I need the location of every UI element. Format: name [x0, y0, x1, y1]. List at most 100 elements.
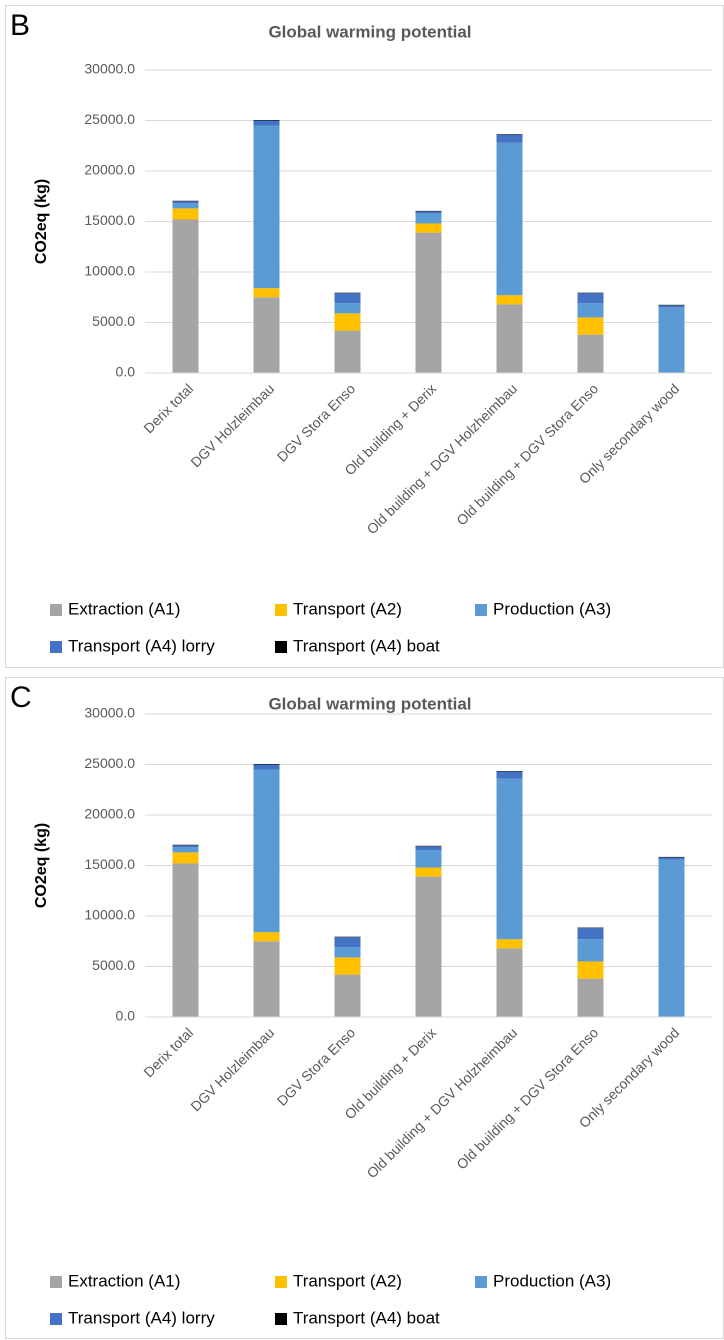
- bar-segment: [415, 846, 442, 851]
- legend-swatch: [275, 604, 287, 616]
- bar-segment: [334, 936, 361, 938]
- y-axis-label: CO2eq (kg): [33, 179, 50, 264]
- legend-swatch: [275, 641, 287, 653]
- bar-segment: [577, 317, 604, 335]
- y-tick-label: 15000.0: [84, 212, 135, 228]
- bar-segment: [577, 928, 604, 940]
- bar-segment: [334, 293, 361, 304]
- legend-swatch: [50, 604, 62, 616]
- bar-segment: [334, 330, 361, 373]
- bar-segment: [496, 778, 523, 940]
- x-tick-label: DGV Stora Enso: [274, 1024, 359, 1109]
- y-tick-label: 20000.0: [84, 806, 135, 822]
- x-tick-label: Derix total: [140, 380, 196, 436]
- bar-segment: [577, 927, 604, 929]
- bar-segment: [658, 307, 685, 373]
- bar-segment: [496, 295, 523, 305]
- y-tick-label: 25000.0: [84, 111, 135, 127]
- x-tick-label: Old building + DGV Stora Enso: [453, 1024, 601, 1172]
- legend-label: Transport (A4) boat: [293, 1308, 440, 1327]
- bar-segment: [496, 771, 523, 779]
- y-tick-label: 5000.0: [92, 957, 135, 973]
- bar-segment: [172, 200, 199, 202]
- bar-segment: [172, 845, 199, 848]
- legend-label: Transport (A2): [293, 1271, 402, 1290]
- bar-segment: [658, 304, 685, 306]
- legend-swatch: [50, 641, 62, 653]
- legend-swatch: [50, 1276, 62, 1288]
- x-tick-label: DGV Stora Enso: [274, 380, 359, 465]
- y-tick-label: 5000.0: [92, 313, 135, 329]
- panel-frame: [5, 5, 724, 668]
- y-tick-label: 0.0: [116, 1008, 136, 1024]
- bar-segment: [253, 119, 280, 121]
- bar-segment: [172, 203, 199, 209]
- bar-segment: [172, 847, 199, 853]
- bar-segment: [253, 764, 280, 770]
- y-tick-label: 25000.0: [84, 755, 135, 771]
- y-tick-label: 15000.0: [84, 856, 135, 872]
- bar-segment: [415, 845, 442, 847]
- legend-swatch: [50, 1313, 62, 1325]
- panel-label: B: [10, 9, 30, 42]
- bar-segment: [496, 134, 523, 135]
- y-tick-label: 10000.0: [84, 263, 135, 279]
- bar-segment: [496, 771, 523, 772]
- y-tick-label: 30000.0: [84, 61, 135, 77]
- x-tick-label: DGV Holzleimbau: [187, 1024, 277, 1114]
- bar-segment: [577, 961, 604, 979]
- bar-segment: [415, 867, 442, 877]
- chart-title: Global warming potential: [268, 22, 471, 41]
- bar-segment: [334, 937, 361, 948]
- bar-segment: [658, 856, 685, 858]
- bar-segment: [172, 208, 199, 220]
- bar-segment: [415, 232, 442, 373]
- bar-segment: [496, 142, 523, 296]
- bar-segment: [253, 125, 280, 289]
- bar-segment: [334, 957, 361, 975]
- bar-segment: [496, 939, 523, 949]
- bar-segment: [334, 313, 361, 331]
- bar-segment: [172, 852, 199, 864]
- legend-swatch: [275, 1313, 287, 1325]
- legend-swatch: [475, 1276, 487, 1288]
- bar-segment: [577, 303, 604, 318]
- bar-segment: [334, 947, 361, 958]
- legend-label: Transport (A2): [293, 599, 402, 618]
- legend-label: Transport (A4) boat: [293, 636, 440, 655]
- bar-segment: [334, 974, 361, 1017]
- bar-segment: [415, 876, 442, 1017]
- chart-title: Global warming potential: [268, 694, 471, 713]
- x-tick-label: Old building + DGV Holzheimbau: [363, 380, 520, 537]
- bar-segment: [415, 850, 442, 868]
- bar-segment: [577, 978, 604, 1017]
- x-tick-label: Old building + DGV Holzheimbau: [363, 1024, 520, 1181]
- bar-segment: [253, 932, 280, 942]
- bar-segment: [172, 863, 199, 1017]
- legend-swatch: [275, 1276, 287, 1288]
- bar-segment: [253, 120, 280, 126]
- bar-segment: [415, 211, 442, 214]
- bar-segment: [334, 292, 361, 294]
- legend-label: Production (A3): [493, 1271, 611, 1290]
- bar-segment: [658, 859, 685, 1017]
- bar-segment: [172, 219, 199, 373]
- y-tick-label: 0.0: [116, 364, 136, 380]
- bar-segment: [496, 134, 523, 143]
- panel-frame: [5, 677, 724, 1339]
- bar-segment: [415, 213, 442, 224]
- legend-label: Production (A3): [493, 599, 611, 618]
- bar-segment: [658, 305, 685, 308]
- legend-label: Transport (A4) lorry: [68, 1308, 215, 1327]
- bar-segment: [496, 304, 523, 373]
- bar-segment: [658, 857, 685, 860]
- bar-segment: [172, 844, 199, 846]
- bar-segment: [496, 948, 523, 1017]
- legend-label: Extraction (A1): [68, 599, 180, 618]
- bar-segment: [577, 292, 604, 294]
- bar-segment: [253, 297, 280, 373]
- y-tick-label: 30000.0: [84, 705, 135, 721]
- legend-swatch: [475, 604, 487, 616]
- bar-segment: [577, 939, 604, 962]
